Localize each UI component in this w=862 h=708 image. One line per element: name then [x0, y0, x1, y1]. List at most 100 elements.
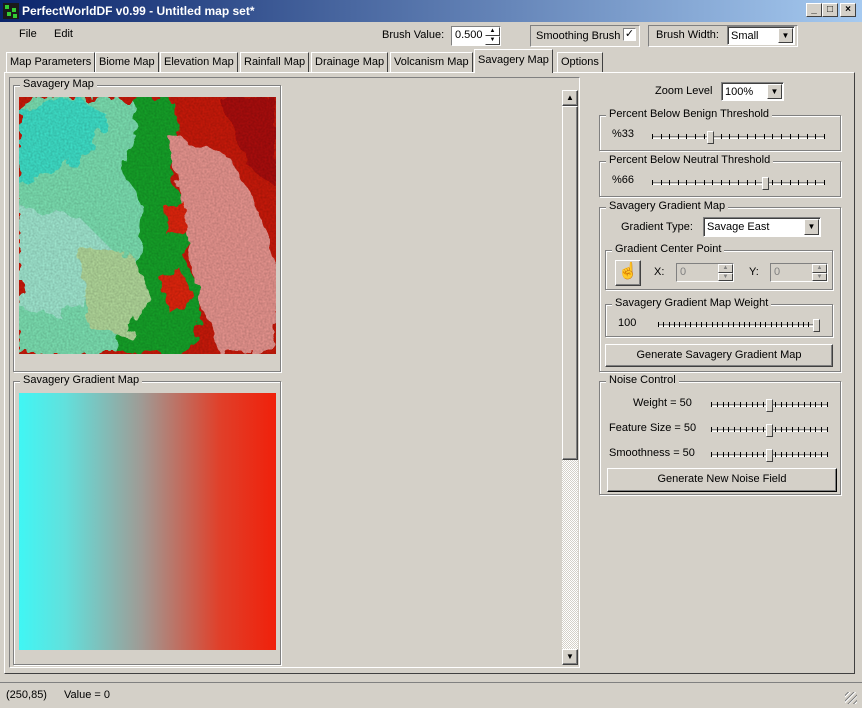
neutral-threshold-slider[interactable] — [652, 177, 825, 190]
hand-pointer-icon[interactable]: ☝ — [615, 260, 641, 286]
slider-tick — [674, 322, 675, 327]
slider-tick — [690, 322, 691, 327]
menu-edit[interactable]: Edit — [54, 28, 73, 40]
generate-gradient-button[interactable]: Generate Savagery Gradient Map — [605, 344, 833, 367]
title-bar[interactable]: PerfectWorldDF v0.99 - Untitled map set*… — [0, 0, 862, 22]
maximize-button[interactable]: □ — [822, 3, 838, 17]
slider-tick — [652, 180, 653, 185]
spin-down-icon[interactable]: ▼ — [812, 272, 827, 281]
slider-tick — [746, 427, 747, 432]
benign-threshold-slider[interactable] — [652, 131, 825, 144]
gradient-type-label: Gradient Type: — [621, 221, 693, 233]
close-button[interactable]: × — [840, 3, 856, 17]
slider-tick — [704, 180, 705, 185]
smoothness-slider[interactable] — [711, 449, 828, 462]
minimize-button[interactable]: _ — [806, 3, 822, 17]
smoothing-brush-checkbox[interactable]: ✓ — [623, 28, 636, 41]
scroll-up-icon[interactable]: ▲ — [562, 90, 578, 106]
brush-width-label: Brush Width: — [656, 29, 719, 41]
slider-tick — [803, 322, 804, 327]
tab-rainfall-map[interactable]: Rainfall Map — [240, 52, 310, 72]
slider-tick — [669, 134, 670, 139]
slider-tick — [792, 427, 793, 432]
scrollbar-thumb[interactable] — [562, 106, 578, 460]
tab-options[interactable]: Options — [557, 52, 603, 72]
slider-tick — [798, 402, 799, 407]
tab-elevation-map[interactable]: Elevation Map — [160, 52, 238, 72]
tab-biome-map[interactable]: Biome Map — [95, 52, 159, 72]
slider-thumb[interactable] — [762, 177, 769, 190]
slider-tick — [807, 134, 808, 139]
noise-weight-slider[interactable] — [711, 399, 828, 412]
slider-thumb[interactable] — [813, 319, 820, 332]
generate-noise-button[interactable]: Generate New Noise Field — [607, 468, 837, 492]
slider-tick — [723, 402, 724, 407]
slider-tick — [652, 134, 653, 139]
scroll-down-icon[interactable]: ▼ — [562, 649, 578, 665]
brush-width-group — [648, 25, 798, 47]
center-x-input[interactable]: 0 ▲ ▼ — [676, 263, 734, 282]
slider-tick — [740, 402, 741, 407]
slider-tick — [738, 134, 739, 139]
slider-tick — [821, 402, 822, 407]
tab-savagery-map[interactable]: Savagery Map — [474, 49, 553, 73]
slider-tick — [740, 427, 741, 432]
slider-tick — [792, 452, 793, 457]
slider-tick — [695, 134, 696, 139]
slider-tick — [678, 180, 679, 185]
tab-volcanism-map[interactable]: Volcanism Map — [390, 52, 473, 72]
slider-tick — [757, 402, 758, 407]
slider-tick — [669, 180, 670, 185]
slider-tick — [798, 134, 799, 139]
menu-file[interactable]: File — [19, 28, 37, 40]
zoom-level-select[interactable]: 100% ▼ — [721, 82, 784, 101]
slider-thumb[interactable] — [766, 424, 773, 437]
map-scroll-view — [9, 77, 580, 668]
spin-down-icon[interactable]: ▼ — [485, 36, 500, 45]
gradient-type-select[interactable]: Savage East ▼ — [703, 217, 821, 237]
smoothing-brush-label: Smoothing Brush — [536, 30, 621, 42]
slider-tick — [781, 134, 782, 139]
spin-down-icon[interactable]: ▼ — [718, 272, 733, 281]
spin-up-icon[interactable]: ▲ — [485, 27, 500, 36]
slider-tick — [728, 427, 729, 432]
slider-tick — [721, 134, 722, 139]
chevron-down-icon[interactable]: ▼ — [778, 28, 793, 43]
brush-width-select[interactable]: Small ▼ — [727, 26, 795, 45]
slider-tick — [740, 452, 741, 457]
savagery-map-canvas[interactable] — [19, 97, 276, 354]
feature-size-slider[interactable] — [711, 424, 828, 437]
tab-drainage-map[interactable]: Drainage Map — [311, 52, 389, 72]
gradient-weight-slider[interactable] — [658, 319, 820, 332]
brush-value-spinner[interactable]: 0.500 ▲ ▼ — [451, 26, 501, 46]
savagery-map-label: Savagery Map — [20, 78, 97, 90]
slider-tick — [792, 402, 793, 407]
spin-up-icon[interactable]: ▲ — [812, 264, 827, 273]
slider-tick — [738, 180, 739, 185]
center-x-value: 0 — [680, 266, 687, 278]
slider-thumb[interactable] — [766, 399, 773, 412]
slider-thumb[interactable] — [766, 449, 773, 462]
chevron-down-icon[interactable]: ▼ — [804, 219, 819, 235]
brush-value-label: Brush Value: — [382, 29, 445, 41]
center-y-input[interactable]: 0 ▲ ▼ — [770, 263, 828, 282]
slider-tick — [717, 402, 718, 407]
slider-tick — [661, 134, 662, 139]
slider-tick — [749, 322, 750, 327]
slider-thumb[interactable] — [707, 131, 714, 144]
brush-value-text: 0.500 — [455, 29, 483, 41]
slider-tick — [824, 134, 825, 139]
slider-tick — [734, 452, 735, 457]
window-title: PerfectWorldDF v0.99 - Untitled map set* — [22, 4, 255, 18]
slider-tick — [790, 180, 791, 185]
smoothness-label: Smoothness = 50 — [609, 447, 695, 459]
slider-tick — [763, 402, 764, 407]
savagery-gradient-canvas[interactable] — [19, 393, 276, 650]
resize-grip-icon[interactable] — [845, 692, 857, 704]
slider-tick — [798, 322, 799, 327]
chevron-down-icon[interactable]: ▼ — [767, 84, 782, 99]
spin-up-icon[interactable]: ▲ — [718, 264, 733, 273]
slider-tick — [781, 427, 782, 432]
slider-tick — [810, 427, 811, 432]
tab-map-parameters[interactable]: Map Parameters — [6, 52, 96, 72]
